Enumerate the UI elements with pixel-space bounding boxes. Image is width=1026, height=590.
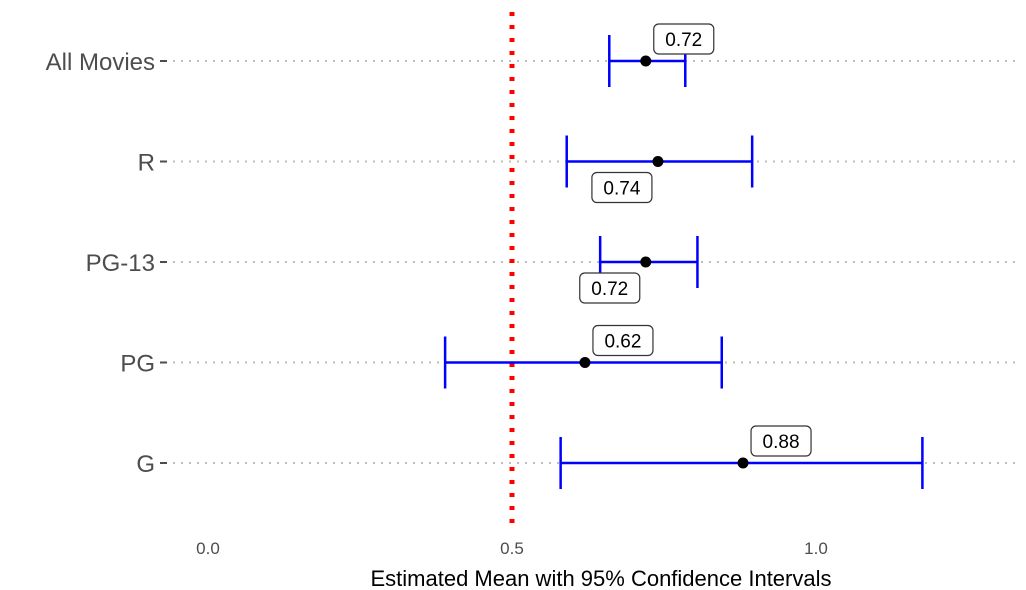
data-label: 0.62 [604,332,641,353]
y-axis: All Movies R PG-13 PG G [46,49,167,478]
data-label-box [579,272,641,304]
x-tick-label: 0.0 [196,539,220,558]
data-label: 0.88 [763,432,800,453]
x-tick-label: 1.0 [804,539,828,558]
y-tick-label: G [136,451,155,478]
gridlines [165,60,1015,464]
estimate-point [640,55,652,67]
estimate-point [652,156,664,167]
x-axis: 0.0 0.5 1.0 [196,539,828,558]
data-label-box [592,324,654,357]
data-label-box [653,23,715,55]
data-label: 0.72 [665,30,702,51]
data-label-box [750,425,812,457]
data-labels: 0.72 0.74 0.72 0.62 0.88 [579,23,812,457]
y-tick-label: PG [120,351,155,378]
y-tick-label: All Movies [46,49,155,76]
data-label: 0.72 [591,279,628,300]
y-tick-label: PG-13 [86,250,155,277]
estimate-point [579,357,591,368]
estimate-point [737,457,749,469]
y-tick-label: R [138,150,155,177]
error-bars [443,35,924,489]
data-label-box [591,171,653,204]
data-label: 0.74 [603,179,640,200]
x-tick-label: 0.5 [500,539,524,558]
estimate-points [579,55,749,469]
estimate-point [640,256,652,268]
x-axis-title: Estimated Mean with 95% Confidence Inter… [370,566,831,590]
